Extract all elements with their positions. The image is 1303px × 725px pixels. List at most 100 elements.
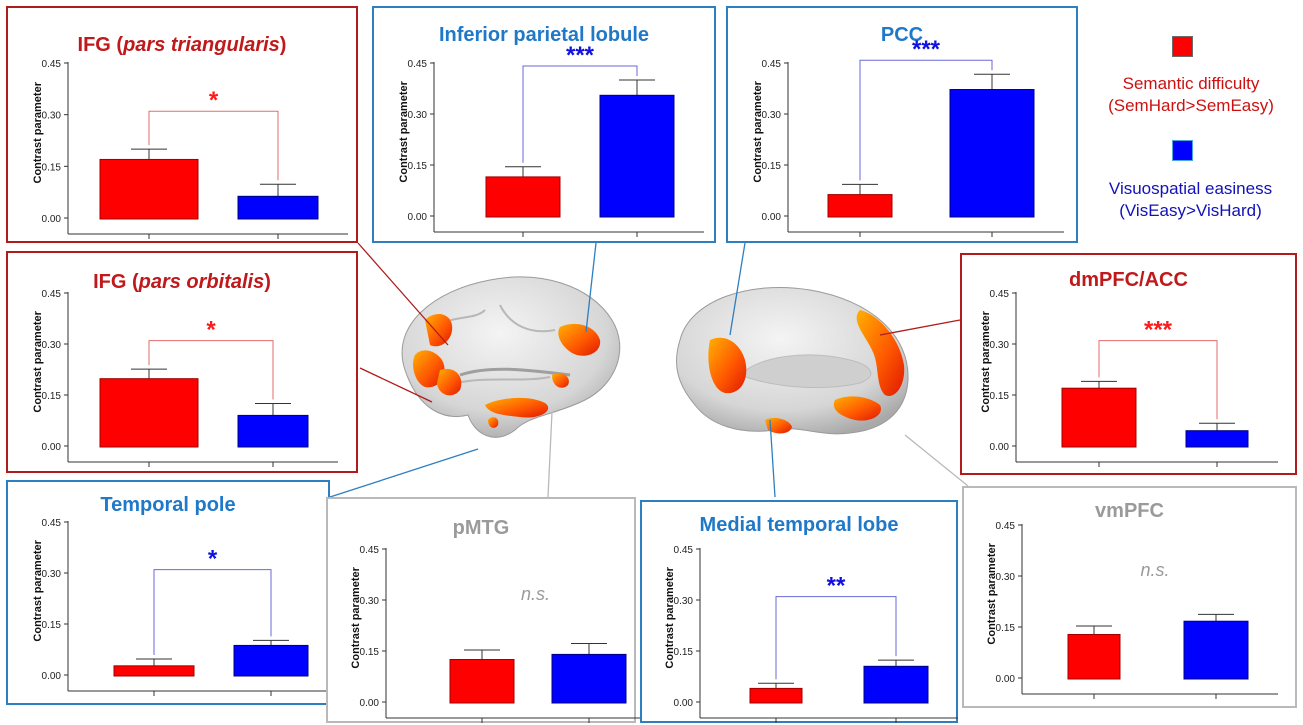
y-axis-label: Contrast parameter [986,542,998,644]
bar-semantic-difficulty [99,158,199,220]
left-hemisphere [401,276,621,438]
panel-pmtg: pMTG 0.00 0.15 0.30 0.45 Contrast parameter n… [326,497,656,723]
significance-stars: * [209,87,219,114]
bar-semantic-difficulty [1067,633,1121,680]
bar-chart-svg: 0.00 0.15 0.30 0.45 Contrast parameter n.s. [350,545,656,723]
bar-visuospatial-easiness [233,644,309,677]
panel-title: Medial temporal lobe [699,514,899,536]
bar-semantic-difficulty [113,665,195,677]
legend-swatch-visuo [1172,140,1193,161]
significance-bracket [775,596,897,680]
y-tick-label: 0.15 [42,162,62,173]
significance-bracket [522,65,638,163]
bar-semantic-difficulty [485,176,561,218]
significance-stars: *** [912,36,941,63]
panel-pcc: PCC 0.00 0.15 0.30 0.45 Contrast parameter **… [726,6,1078,243]
y-tick-label: 0.30 [762,110,782,121]
y-tick-label: 0.15 [42,391,62,402]
legend-visuo-contrast: (VisEasy>VisHard) [1119,201,1262,220]
y-axis-label: Contrast parameter [980,310,992,412]
y-tick-label: 0.00 [42,214,62,225]
y-tick-label: 0.30 [42,111,62,122]
y-tick-label: 0.15 [408,161,428,172]
y-tick-label: 0.30 [42,569,62,580]
bar-semantic-difficulty [1061,387,1137,448]
y-tick-label: 0.00 [42,671,62,682]
y-axis-label: Contrast parameter [32,81,44,183]
bar-visuospatial-easiness [237,414,309,448]
y-tick-label: 0.15 [360,647,380,658]
y-tick-label: 0.30 [42,340,62,351]
legend-label-visuo: Visuospatial easiness (VisEasy>VisHard) [1078,178,1303,222]
significance-bracket [1098,340,1218,420]
y-tick-label: 0.15 [990,391,1010,402]
significance-bracket [148,340,274,400]
bar-chart-svg: 0.00 0.15 0.30 0.45 Contrast parameter * [32,518,338,696]
right-hemisphere-medial [676,286,909,435]
y-tick-label: 0.45 [360,545,380,556]
bar-visuospatial-easiness [237,195,319,220]
y-tick-label: 0.30 [360,596,380,607]
y-tick-label: 0.45 [990,289,1010,300]
panel-title: IFG (pars orbitalis) [93,271,271,293]
bar-chart-svg: 0.00 0.15 0.30 0.45 Contrast parameter ** [664,545,958,723]
y-tick-label: 0.45 [674,545,694,556]
significance-stars: *** [1144,317,1173,344]
bar-chart-svg: 0.00 0.15 0.30 0.45 Contrast parameter * [32,289,338,467]
legend-semantic-name: Semantic difficulty [1122,74,1260,93]
y-tick-label: 0.00 [408,212,428,223]
panel-medial-temporal-lobe: Medial temporal lobe 0.00 0.15 0.30 0.45 Con… [640,500,958,723]
panel-temporal-pole: Temporal pole 0.00 0.15 0.30 0.45 Contrast p… [6,480,338,705]
panel-ifg-pars-orbitalis: IFG (pars orbitalis) 0.00 0.15 0.30 0.45 Con… [6,251,358,473]
y-axis-label: Contrast parameter [664,566,676,668]
y-tick-label: 0.00 [674,698,694,709]
brain-surface-renderings [401,276,909,438]
bar-semantic-difficulty [749,687,803,704]
panel-vmpfc: vmPFC 0.00 0.15 0.30 0.45 Contrast parameter… [962,486,1297,708]
bar-semantic-difficulty [449,659,515,704]
y-tick-label: 0.45 [42,289,62,300]
significance-stars: * [208,546,218,573]
bar-visuospatial-easiness [551,653,627,704]
y-tick-label: 0.15 [762,161,782,172]
legend-semantic-contrast: (SemHard>SemEasy) [1108,96,1274,115]
panel-ifg-pars-triangularis: IFG (pars triangularis) 0.00 0.15 0.30 0.45… [6,6,358,243]
y-tick-label: 0.15 [674,647,694,658]
bar-visuospatial-easiness [1183,620,1249,680]
legend-visuo-name: Visuospatial easiness [1108,179,1273,198]
y-tick-label: 0.45 [996,521,1016,532]
significance-bracket [859,59,993,181]
bar-visuospatial-easiness [599,94,675,218]
bar-chart-svg: 0.00 0.15 0.30 0.45 Contrast parameter *** [980,289,1278,467]
panel-title: IFG (pars triangularis) [77,34,287,56]
bar-visuospatial-easiness [949,89,1035,218]
y-tick-label: 0.15 [996,623,1016,634]
y-tick-label: 0.00 [996,674,1016,685]
panel-inferior-parietal-lobule: Inferior parietal lobule 0.00 0.15 0.30 0.4… [372,6,716,243]
y-axis-label: Contrast parameter [32,310,44,412]
bar-chart-svg: 0.00 0.15 0.30 0.45 Contrast parameter *** [398,42,704,237]
significance-label: n.s. [1140,560,1169,580]
y-axis-label: Contrast parameter [32,539,44,641]
bar-chart-svg: 0.00 0.15 0.30 0.45 Contrast parameter * [32,59,348,239]
y-tick-label: 0.45 [42,518,62,529]
significance-bracket [148,110,279,181]
y-tick-label: 0.45 [42,59,62,70]
bar-visuospatial-easiness [863,665,929,704]
panel-title: Temporal pole [100,494,236,516]
bar-semantic-difficulty [827,194,893,218]
legend-swatch-semantic [1172,36,1193,57]
legend-label-semantic: Semantic difficulty (SemHard>SemEasy) [1085,73,1297,117]
bar-semantic-difficulty [99,378,199,448]
significance-stars: ** [827,573,846,600]
panel-dmpfc-acc: dmPFC/ACC 0.00 0.15 0.30 0.45 Contrast param… [960,253,1297,475]
panel-title: PCC [880,24,924,46]
bar-visuospatial-easiness [1185,430,1249,448]
y-tick-label: 0.45 [408,59,428,70]
y-axis-label: Contrast parameter [398,80,410,182]
y-tick-label: 0.00 [360,698,380,709]
panel-title: pMTG [452,517,510,539]
y-tick-label: 0.15 [42,620,62,631]
y-axis-label: Contrast parameter [752,80,764,182]
